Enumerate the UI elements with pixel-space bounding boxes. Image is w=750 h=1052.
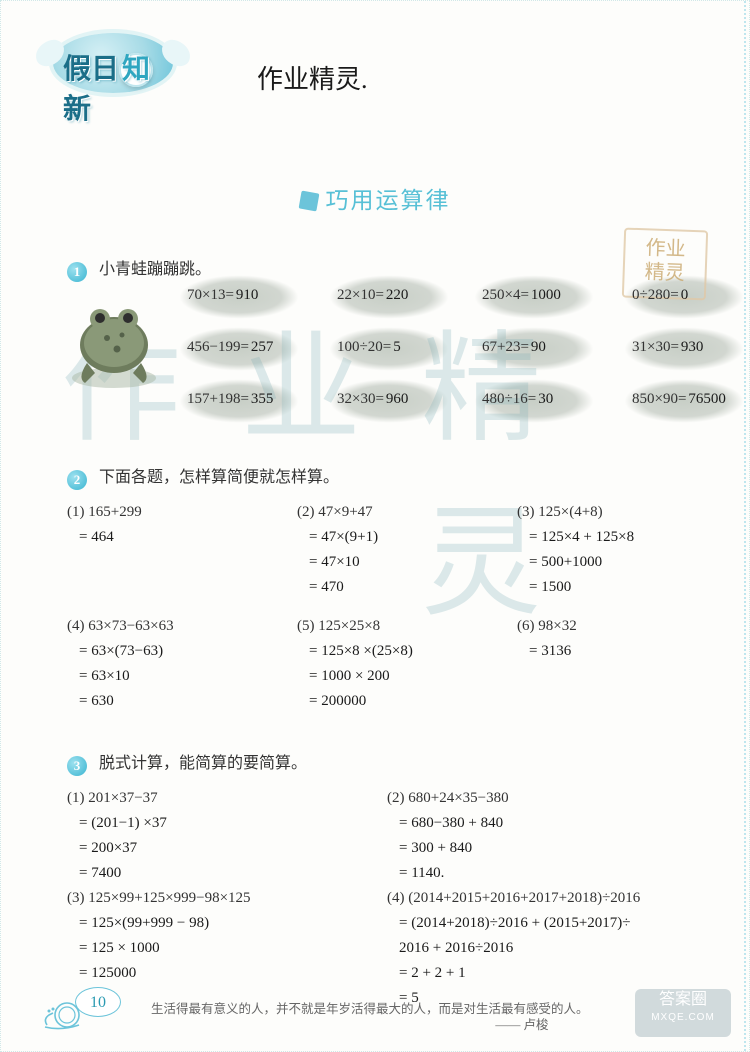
q1-cell: 456−199=257 bbox=[187, 339, 337, 356]
frog-illustration bbox=[67, 283, 161, 393]
page-border-right bbox=[744, 1, 746, 1051]
q1-cell: 22×10=220 bbox=[337, 287, 482, 304]
q3-prompt-line: 3 脱式计算，能简算的要简算。 bbox=[67, 751, 709, 776]
question-3: 3 脱式计算，能简算的要简算。 (1) 201×37−37 = (201−1) … bbox=[67, 745, 709, 1011]
question-1: 1 小青蛙蹦蹦跳。 70×13=910 22×10=220 250×4=1000… bbox=[67, 249, 709, 292]
q1-cell: 850×90=76500 bbox=[632, 391, 750, 408]
corner-brand-sub: MXQE.COM bbox=[635, 1009, 731, 1027]
q2-problem: (6) 98×32 = 3136 bbox=[517, 614, 717, 714]
q2-prompt: 下面各题，怎样算简便就怎样算。 bbox=[99, 469, 339, 486]
q1-cell: 480÷16=30 bbox=[482, 391, 632, 408]
q3-prompt: 脱式计算，能简算的要简算。 bbox=[99, 755, 307, 772]
q3-row1: (1) 201×37−37 = (201−1) ×37 = 200×37 = 7… bbox=[67, 786, 709, 886]
footer-quote: 生活得最有意义的人，并不就是年岁活得最大的人，而是对生活最有感受的人。 —— 卢… bbox=[151, 1001, 589, 1033]
footer-quote-line2: —— 卢梭 bbox=[151, 1017, 589, 1033]
workbook-logo: 假日知新 bbox=[53, 33, 193, 103]
q2-bullet: 2 bbox=[67, 470, 87, 490]
header-note: 作业精灵. bbox=[257, 59, 368, 96]
q2-problem: (1) 165+299 = 464 bbox=[67, 500, 297, 600]
q1-bullet: 1 bbox=[67, 262, 87, 282]
q1-cell: 70×13=910 bbox=[187, 287, 337, 304]
q2-problem: (2) 47×9+47 = 47×(9+1) = 47×10 = 470 bbox=[297, 500, 517, 600]
section-title: 巧用运算律 bbox=[1, 181, 749, 215]
footer: 10 生活得最有意义的人，并不就是年岁活得最大的人，而是对生活最有感受的人。 —… bbox=[1, 979, 749, 1051]
q2-row1: (1) 165+299 = 464 (2) 47×9+47 = 47×(9+1)… bbox=[67, 500, 709, 600]
footer-quote-line1: 生活得最有意义的人，并不就是年岁活得最大的人，而是对生活最有感受的人。 bbox=[151, 1001, 589, 1017]
q1-cell: 67+23=90 bbox=[482, 339, 632, 356]
corner-brand-text: 答案圈 bbox=[659, 991, 707, 1008]
q1-cell: 100÷20=5 bbox=[337, 339, 482, 356]
q3-problem: (1) 201×37−37 = (201−1) ×37 = 200×37 = 7… bbox=[67, 786, 387, 886]
q3-bullet: 3 bbox=[67, 756, 87, 776]
page-number: 10 bbox=[75, 987, 121, 1017]
q2-problem: (4) 63×73−63×63 = 63×(73−63) = 63×10 = 6… bbox=[67, 614, 297, 714]
q1-grid: 70×13=910 22×10=220 250×4=1000 0÷280=0 4… bbox=[187, 269, 709, 425]
q1-cell: 250×4=1000 bbox=[482, 287, 632, 304]
q1-cell: 157+198=355 bbox=[187, 391, 337, 408]
question-2: 2 下面各题，怎样算简便就怎样算。 (1) 165+299 = 464 (2) … bbox=[67, 459, 709, 714]
q1-cell: 0÷280=0 bbox=[632, 287, 750, 304]
corner-brand: 答案圈 MXQE.COM bbox=[635, 989, 731, 1037]
q2-prompt-line: 2 下面各题，怎样算简便就怎样算。 bbox=[67, 465, 709, 490]
q1-cell: 31×30=930 bbox=[632, 339, 750, 356]
logo-text: 假日知新 bbox=[63, 47, 173, 127]
q3-problem: (2) 680+24×35−380 = 680−380 + 840 = 300 … bbox=[387, 786, 727, 886]
q2-problem: (3) 125×(4+8) = 125×4 + 125×8 = 500+1000… bbox=[517, 500, 717, 600]
q2-row2: (4) 63×73−63×63 = 63×(73−63) = 63×10 = 6… bbox=[67, 614, 709, 714]
q1-cell: 32×30=960 bbox=[337, 391, 482, 408]
q2-problem: (5) 125×25×8 = 125×8 ×(25×8) = 1000 × 20… bbox=[297, 614, 517, 714]
